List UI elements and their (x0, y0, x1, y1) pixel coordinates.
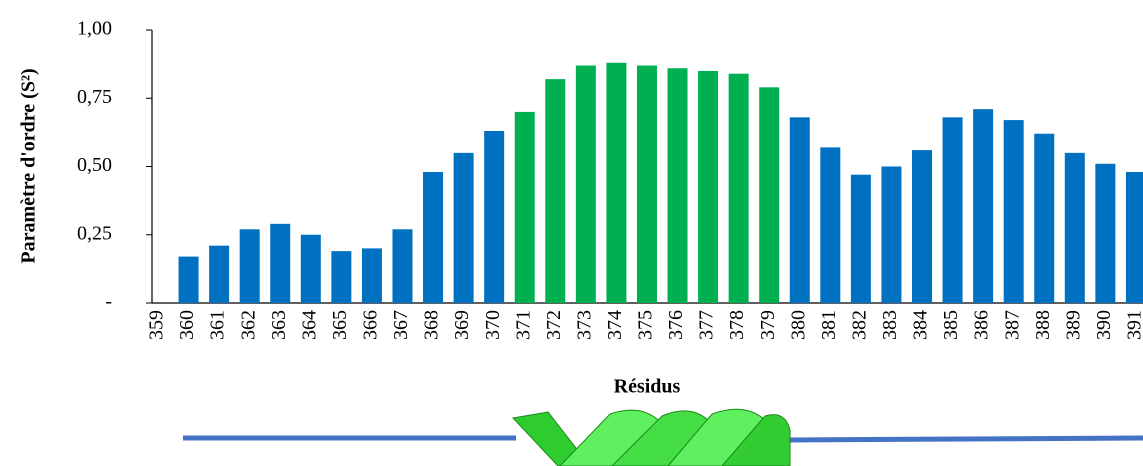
x-tick-label: 373 (573, 310, 595, 340)
bar (606, 62, 627, 304)
bar (1034, 133, 1055, 303)
bar (361, 248, 382, 303)
x-tick-label: 372 (543, 310, 565, 340)
x-tick-label: 375 (635, 310, 657, 340)
bar (789, 117, 810, 303)
x-tick-label: 381 (818, 310, 840, 340)
bar (514, 111, 535, 304)
bar (423, 171, 444, 303)
bar (636, 65, 657, 304)
x-tick-label: 365 (329, 310, 351, 340)
y-tick-label: 1,00 (77, 18, 112, 40)
x-tick-label: 370 (482, 310, 504, 340)
x-tick-label: 367 (390, 310, 412, 340)
x-tick-label: 385 (940, 310, 962, 340)
x-tick-label: 390 (1093, 310, 1115, 340)
helix (721, 414, 791, 466)
bar (728, 73, 749, 304)
bar (850, 174, 871, 303)
x-tick-label: 371 (512, 310, 534, 340)
x-tick-label: 387 (1001, 310, 1023, 340)
x-tick-label: 383 (879, 310, 901, 340)
bar (912, 150, 932, 303)
bar (881, 166, 902, 303)
x-tick-label: 362 (237, 310, 259, 340)
x-tick-label: 374 (604, 310, 626, 340)
y-axis-title: Paramètre d'ordre (S²) (18, 68, 40, 263)
y-tick-label: 0,50 (77, 154, 112, 176)
bar (453, 152, 474, 303)
bar (942, 117, 963, 303)
x-tick-label: 378 (726, 310, 748, 340)
bar (698, 70, 719, 303)
bar (973, 109, 994, 303)
y-tick-label: - (105, 291, 112, 313)
bar (270, 223, 291, 303)
x-tick-label: 391 (1124, 310, 1143, 340)
bar (331, 251, 352, 303)
x-tick-label: 384 (910, 310, 932, 340)
x-tick-label: 389 (1062, 310, 1084, 340)
bar (484, 131, 505, 303)
x-tick-label: 377 (696, 310, 718, 340)
helix (511, 411, 591, 466)
x-tick-label: 382 (848, 310, 870, 340)
bar (178, 256, 199, 303)
x-axis-title: Résidus (614, 376, 681, 398)
x-tick-label: 363 (268, 310, 290, 340)
bar (1125, 171, 1143, 303)
bar (1095, 163, 1116, 303)
bar (575, 65, 596, 304)
bar (300, 234, 321, 303)
secondary-structure (183, 408, 1143, 466)
coil (787, 435, 1143, 443)
bar (1064, 152, 1085, 303)
x-tick-label: 386 (971, 310, 993, 340)
x-tick-label: 368 (421, 310, 443, 340)
x-tick-label: 380 (787, 310, 809, 340)
x-tick-label: 376 (665, 310, 687, 340)
y-tick-label: 0,25 (77, 222, 112, 244)
y-tick-label: 0,75 (77, 86, 112, 108)
x-tick-label: 359 (146, 310, 168, 340)
x-tick-label: 379 (757, 310, 779, 340)
bar (545, 79, 566, 303)
x-tick-label: 388 (1032, 310, 1054, 340)
bar (667, 68, 688, 303)
x-tick-label: 361 (207, 310, 229, 340)
x-tick-label: 360 (176, 310, 198, 340)
x-tick-label: 366 (360, 310, 382, 340)
bar (392, 229, 413, 303)
bar (820, 147, 841, 303)
x-tick-label: 364 (298, 310, 320, 340)
bar (239, 229, 260, 303)
bar (1003, 120, 1024, 303)
bar (759, 87, 780, 303)
x-tick-label: 369 (451, 310, 473, 340)
bar (209, 245, 230, 303)
